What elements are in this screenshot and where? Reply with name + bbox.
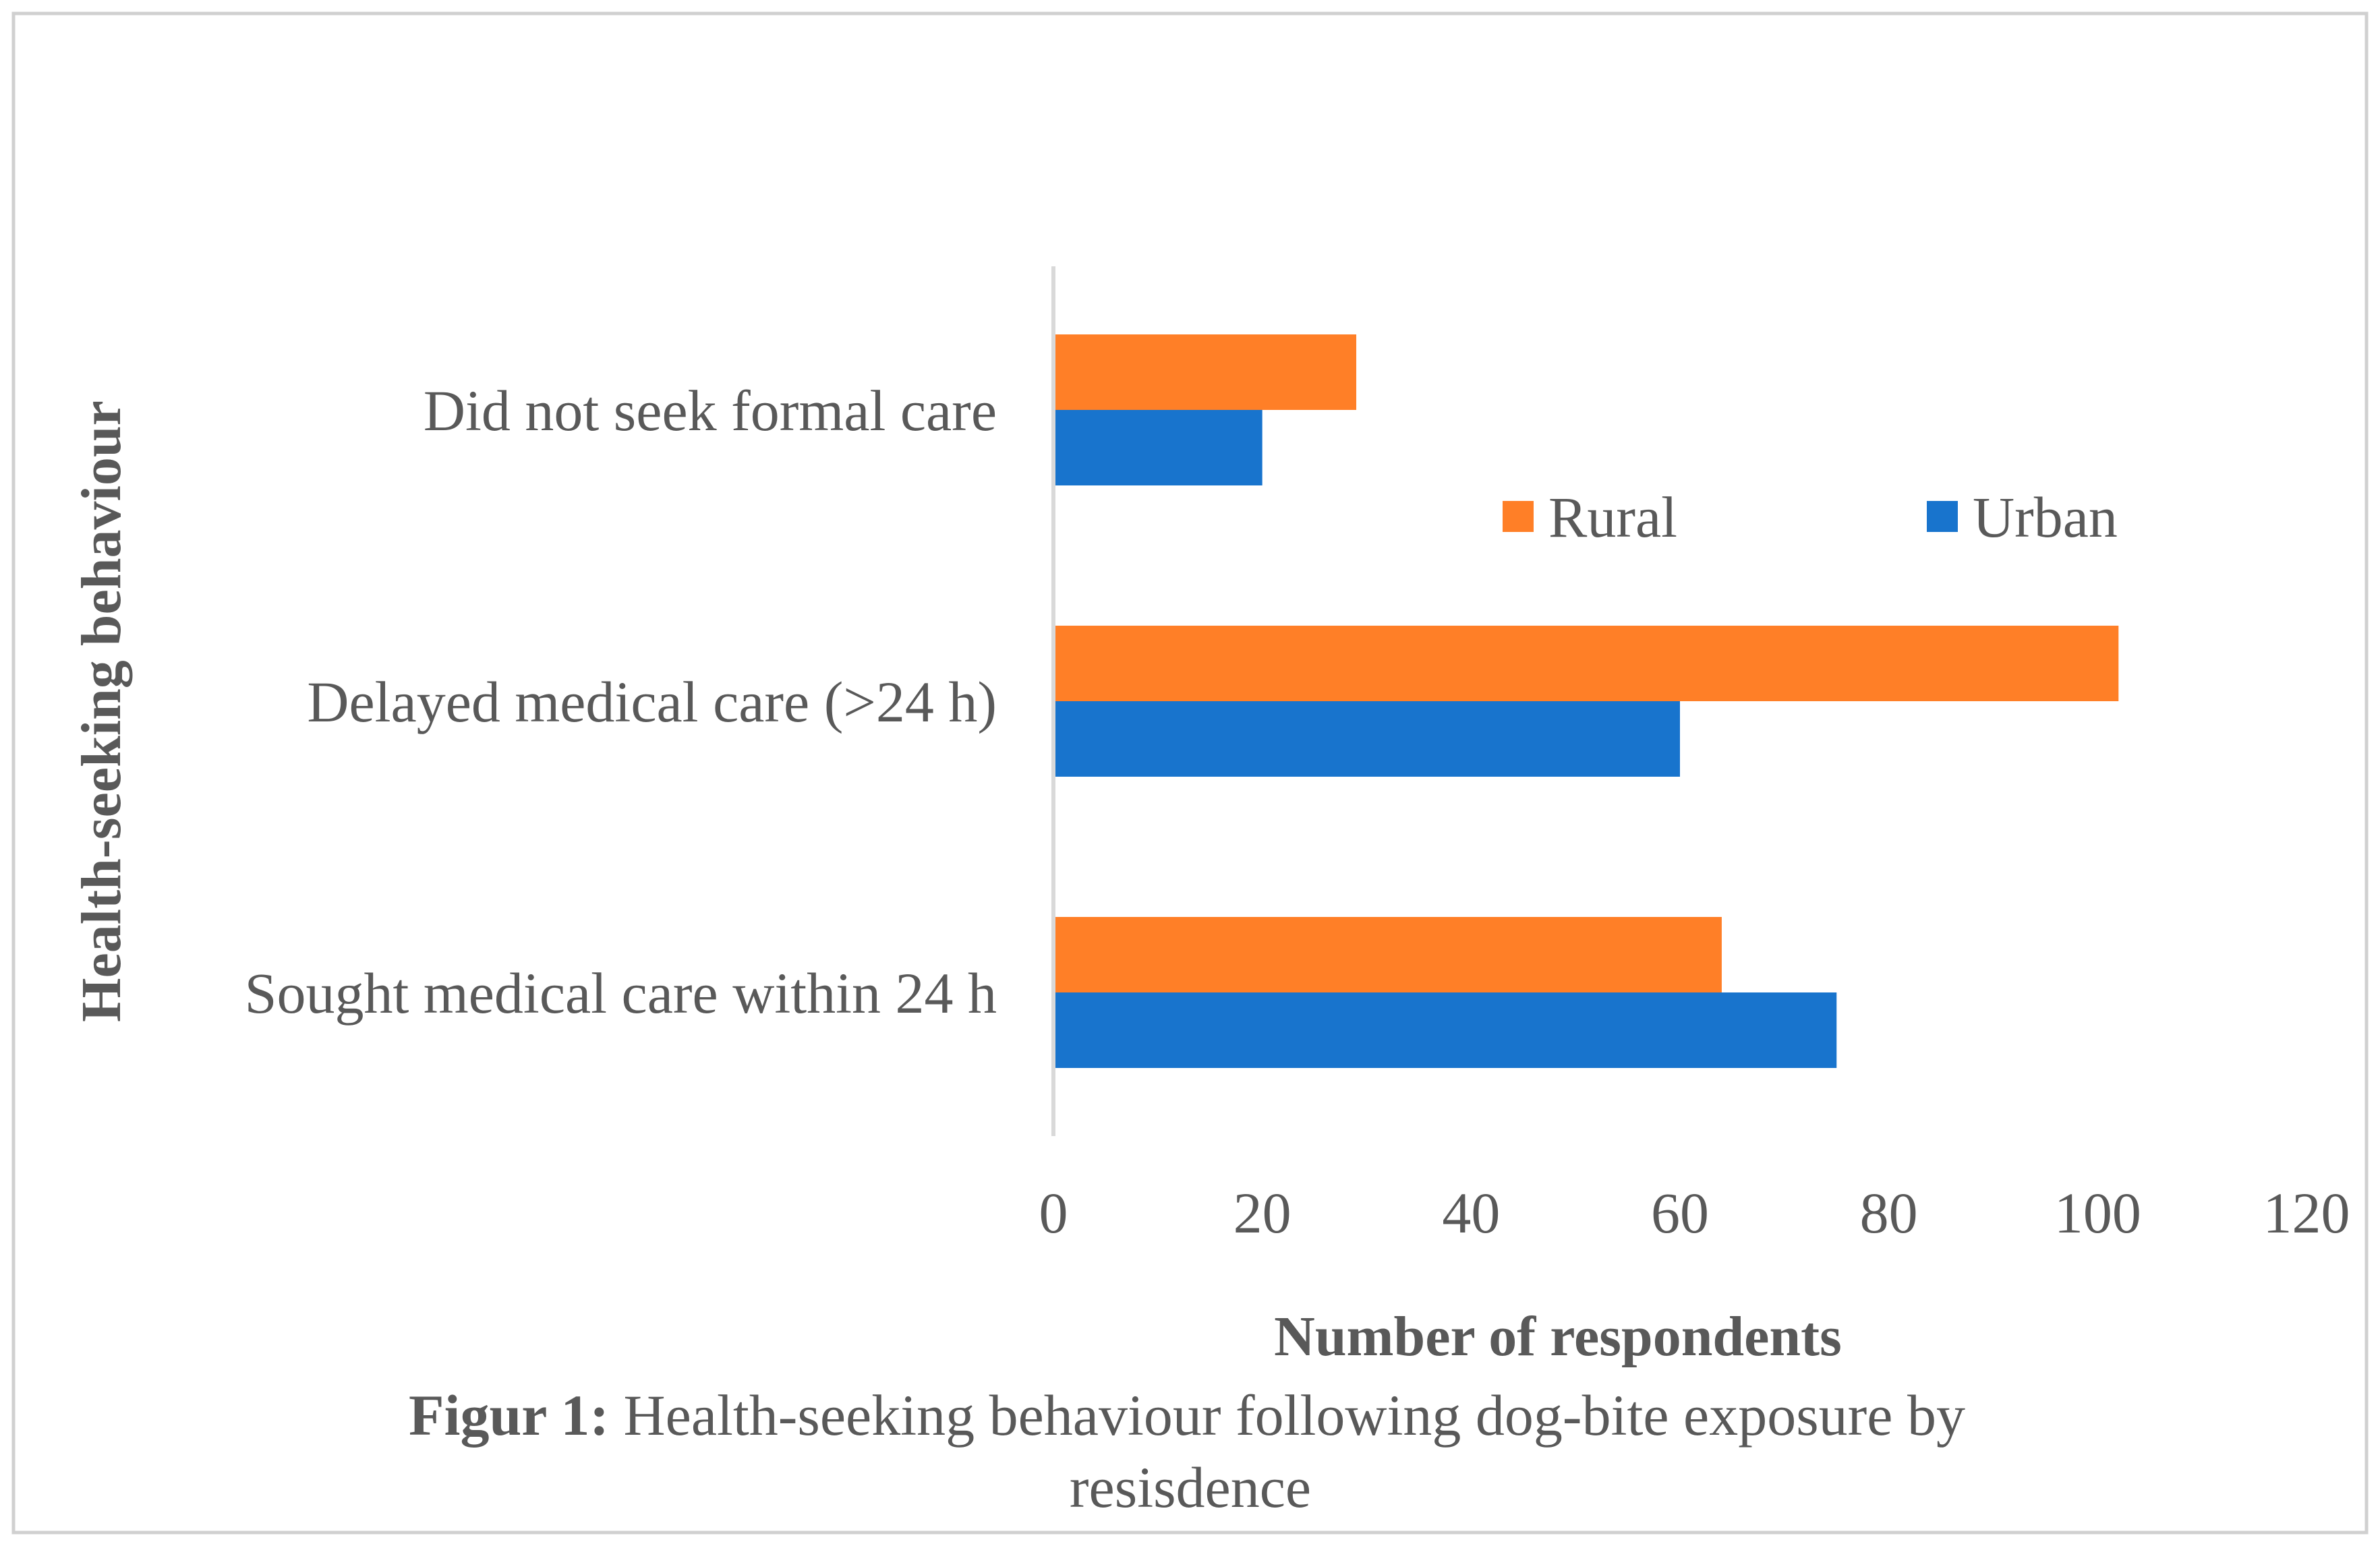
caption-prefix: Figur 1: (409, 1383, 609, 1448)
bar-group (1053, 334, 2119, 1068)
y-axis-title: Health-seeking behaviour (70, 400, 133, 1022)
x-tick-label: 100 (2054, 1181, 2141, 1245)
x-tick-label: 60 (1651, 1181, 1709, 1245)
x-axis-title: Number of respondents (1274, 1305, 1842, 1368)
x-tick-label: 80 (1860, 1181, 1918, 1245)
category-label: Did not seek formal care (424, 378, 997, 443)
legend-swatch-urban (1927, 501, 1958, 532)
figure-caption-line-2: resisdence (1070, 1455, 1311, 1520)
x-tick-label: 0 (1039, 1181, 1068, 1245)
category-label: Delayed medical care (>24 h) (307, 670, 997, 734)
legend-label-rural: Rural (1548, 485, 1677, 549)
legend-swatch-rural (1503, 501, 1534, 532)
legend-label-urban: Urban (1973, 485, 2118, 549)
figure-caption-line-1: Figur 1: Health-seeking behaviour follow… (409, 1383, 1965, 1448)
chart-frame (11, 11, 2369, 1535)
legend: Rural Urban (1503, 485, 2118, 549)
x-tick-label: 120 (2263, 1181, 2350, 1245)
bar-urban-2 (1053, 701, 1680, 777)
bar-urban-1 (1053, 992, 1837, 1068)
x-tick-label: 20 (1233, 1181, 1291, 1245)
bar-rural-2 (1053, 626, 2119, 701)
category-label: Sought medical care within 24 h (245, 961, 997, 1025)
bar-rural-1 (1053, 917, 1722, 992)
bar-urban-3 (1053, 410, 1262, 485)
x-tick-label: 40 (1442, 1181, 1500, 1245)
caption-text: Health-seeking behaviour following dog-b… (609, 1383, 1965, 1448)
category-labels: Sought medical care within 24 h Delayed m… (245, 378, 997, 1025)
bar-rural-3 (1053, 334, 1357, 410)
x-tick-labels: 0 20 40 60 80 100 120 (1039, 1181, 2350, 1245)
